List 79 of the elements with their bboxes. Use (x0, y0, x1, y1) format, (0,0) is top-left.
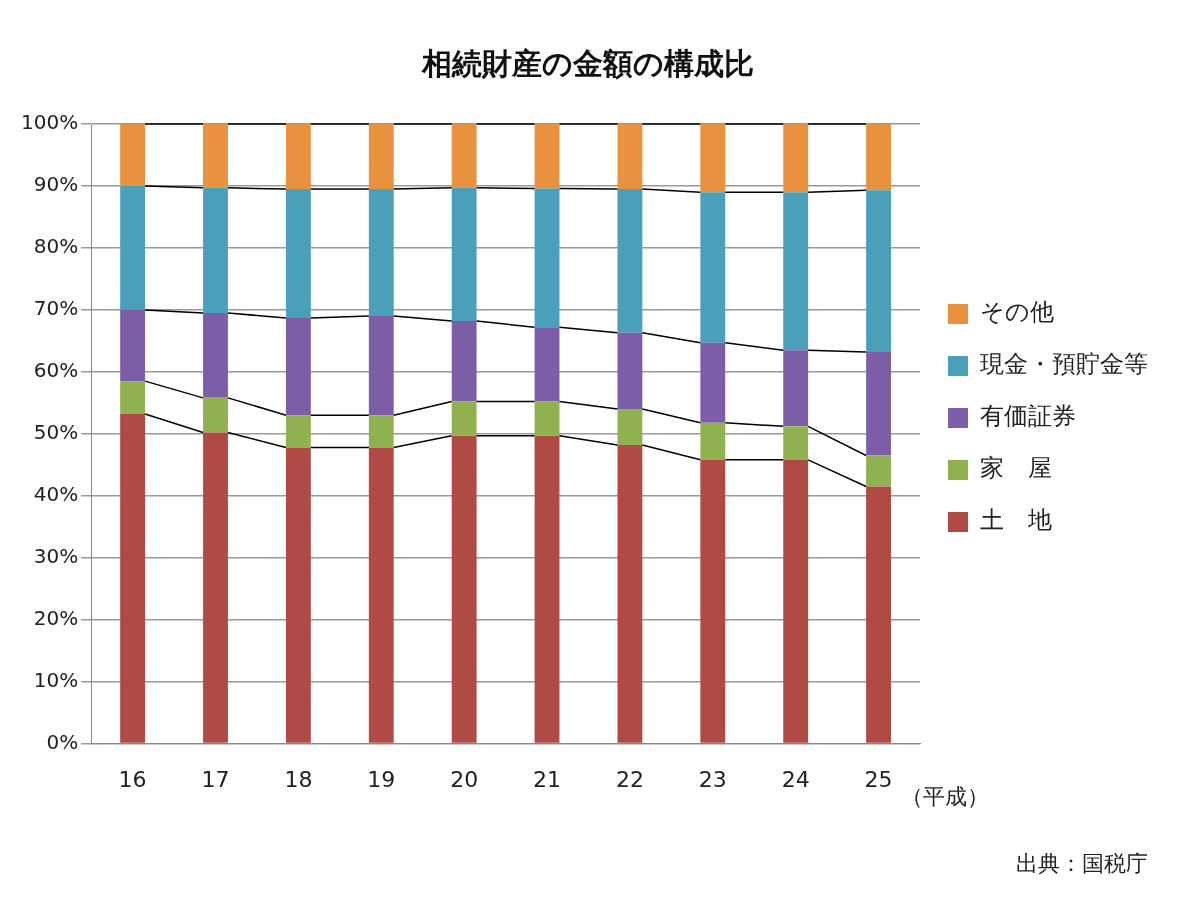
bar (451, 401, 477, 436)
bar (451, 435, 477, 743)
legend-label: 土 地 (980, 506, 1052, 535)
bar (534, 124, 560, 189)
legend-label: 有価証券 (980, 402, 1076, 431)
bar (451, 124, 477, 188)
bar (285, 447, 311, 743)
bar (700, 192, 726, 343)
bar (783, 350, 809, 427)
bar (285, 189, 311, 318)
legend-label: その他 (980, 298, 1054, 327)
bar (617, 189, 643, 333)
y-tick-label: 60% (33, 358, 79, 383)
x-axis-title: （平成） (900, 783, 989, 809)
y-tick-label: 80% (33, 234, 79, 259)
legend-label: 家 屋 (980, 454, 1052, 483)
legend-label: 現金・預貯金等 (980, 350, 1148, 379)
bar (617, 444, 643, 743)
bar (534, 435, 560, 743)
bar (203, 124, 228, 188)
y-tick-label: 30% (33, 543, 79, 568)
bar (783, 426, 809, 460)
bar (534, 327, 560, 402)
bar (783, 459, 809, 743)
y-tick-label: 0% (46, 729, 79, 754)
bar (203, 312, 228, 398)
x-tick-label: 24 (781, 766, 810, 792)
bar (866, 352, 891, 456)
bar (451, 187, 477, 322)
y-tick-label: 90% (33, 172, 79, 197)
bar (368, 447, 394, 743)
bar (285, 124, 311, 190)
bar (617, 332, 643, 410)
x-tick-label: 17 (201, 766, 230, 792)
bar (534, 188, 560, 328)
bar (700, 459, 726, 743)
x-tick-label: 20 (450, 766, 479, 792)
y-tick-label: 10% (33, 667, 79, 692)
bar (285, 317, 311, 416)
x-tick-label: 19 (367, 766, 396, 792)
bar (783, 192, 809, 351)
source-note: 出典：国税庁 (1016, 850, 1148, 876)
x-tick-label: 25 (864, 766, 893, 792)
bar (203, 432, 228, 743)
bar (203, 397, 228, 433)
bar (534, 401, 560, 436)
bar (866, 190, 891, 353)
bar (700, 124, 726, 193)
bar (783, 124, 809, 193)
bar (285, 415, 311, 448)
y-tick-label: 100% (20, 110, 79, 135)
bar (866, 124, 891, 191)
bar (203, 187, 228, 313)
y-tick-label: 40% (33, 481, 79, 506)
bar (700, 422, 726, 460)
x-tick-label: 21 (533, 766, 562, 792)
y-tick-label: 20% (33, 605, 79, 630)
bar (120, 124, 146, 186)
bar (368, 124, 394, 190)
bar (120, 185, 146, 310)
bar (368, 415, 394, 448)
bar (866, 486, 891, 743)
bar (368, 189, 394, 317)
bar (866, 455, 891, 487)
x-tick-label: 16 (118, 766, 147, 792)
bar (120, 309, 146, 382)
chart-title: 相続財産の金額の構成比 (421, 45, 754, 81)
x-tick-label: 22 (615, 766, 644, 792)
x-tick-label: 23 (698, 766, 727, 792)
bar (120, 413, 146, 743)
bar (451, 321, 477, 402)
bar (617, 124, 643, 190)
bar (368, 316, 394, 416)
bar (700, 342, 726, 423)
bar (120, 381, 146, 414)
y-tick-label: 50% (33, 420, 79, 444)
bar (617, 409, 643, 445)
y-tick-label: 70% (33, 296, 79, 321)
x-tick-label: 18 (284, 766, 313, 792)
